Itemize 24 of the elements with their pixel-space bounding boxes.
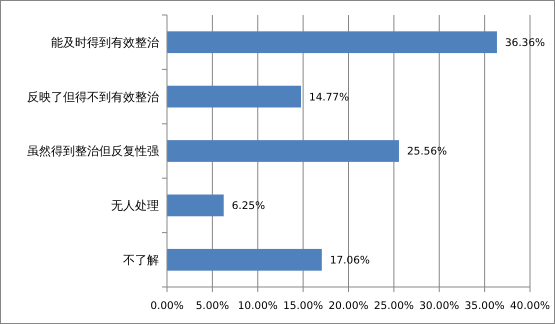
data-label: 14.77% [309,91,350,104]
y-tick-label: 反映了但得不到有效整治 [27,90,159,104]
x-tick-label: 10.00% [238,300,278,312]
data-label: 36.36% [504,36,546,49]
y-tick-label: 能及时得到有效整治 [51,35,159,50]
bar [167,31,497,54]
x-tick-label: 30.00% [419,300,460,312]
x-tick-label: 35.00% [464,300,505,312]
data-label: 6.25% [232,200,266,212]
x-tick-label: 0.00% [150,300,184,312]
data-label: 25.56% [406,146,448,158]
bar [167,194,224,216]
x-tick-label: 20.00% [328,300,369,312]
bar [167,86,302,108]
bar [167,248,322,271]
x-tick-label: 15.00% [283,300,324,312]
x-tick-label: 5.00% [196,300,230,312]
data-label: 17.06% [330,254,370,266]
bar [167,140,399,162]
x-tick-label: 40.00% [510,300,550,312]
y-tick-label: 虽然得到整治但反复性强 [27,144,159,158]
x-tick-label: 25.00% [374,300,414,312]
y-tick-label: 无人处理 [111,198,159,213]
y-tick-label: 不了解 [123,253,159,267]
